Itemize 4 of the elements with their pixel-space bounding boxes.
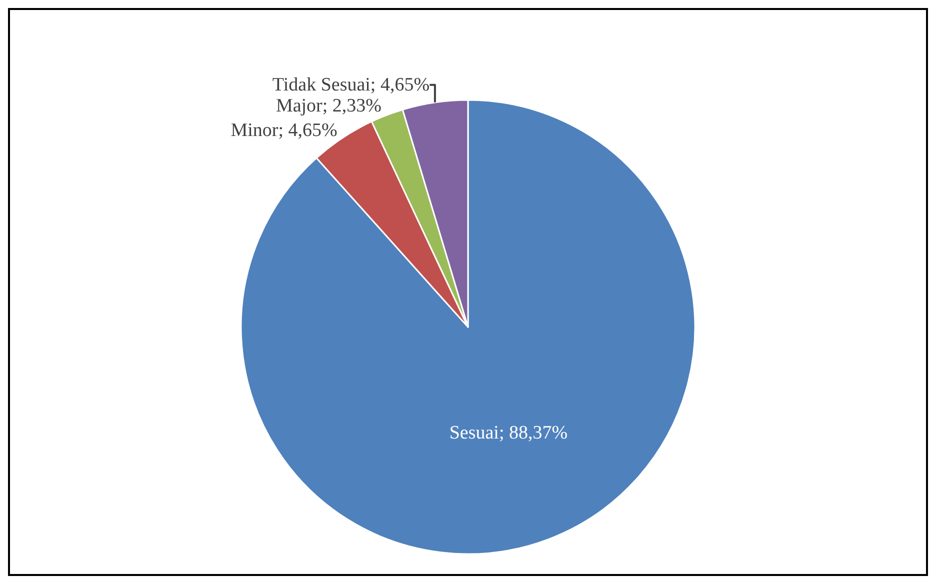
- slice-label: Sesuai; 88,37%: [449, 422, 568, 444]
- slice-label: Major; 2,33%: [276, 95, 382, 116]
- slice-label: Minor; 4,65%: [230, 120, 338, 141]
- slice-label: Tidak Sesuai; 4,65%: [272, 74, 430, 96]
